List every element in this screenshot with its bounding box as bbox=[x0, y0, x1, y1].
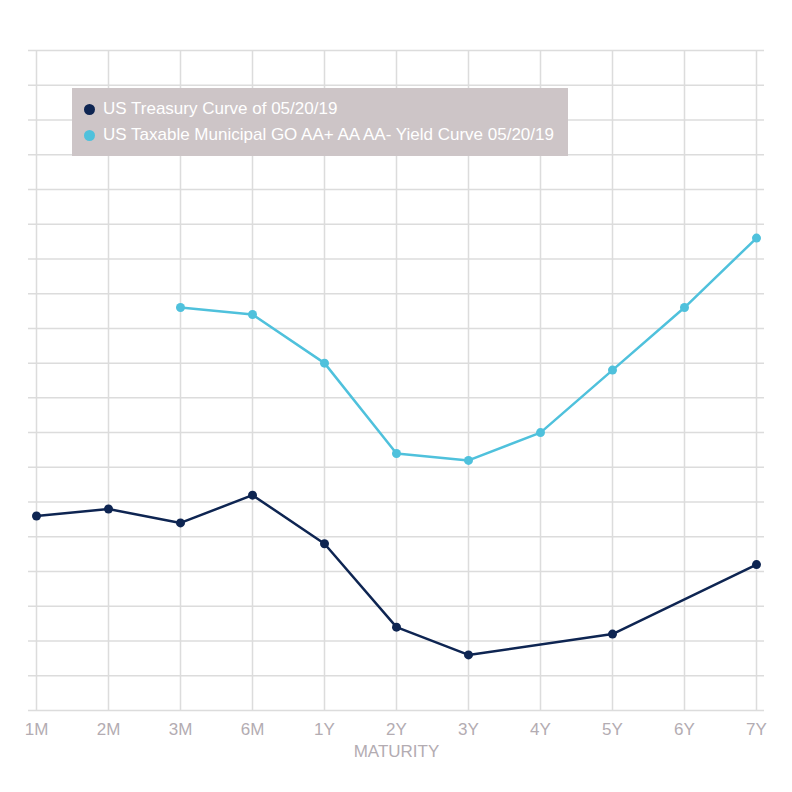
svg-text:2Y: 2Y bbox=[386, 720, 407, 739]
svg-text:1M: 1M bbox=[25, 720, 49, 739]
html-text:US Taxable Municipal GO AA+ AA: US Taxable Municipal GO AA+ AA AA- Yield… bbox=[103, 125, 554, 144]
svg-text:6Y: 6Y bbox=[674, 720, 695, 739]
svg-text:MATURITY: MATURITY bbox=[354, 742, 440, 761]
svg-text:2M: 2M bbox=[97, 720, 121, 739]
svg-text:3Y: 3Y bbox=[458, 720, 479, 739]
svg-text:3M: 3M bbox=[169, 720, 193, 739]
html-text:US Treasury Curve of 05/20/19: US Treasury Curve of 05/20/19 bbox=[103, 99, 338, 118]
svg-text:6M: 6M bbox=[241, 720, 265, 739]
svg-text:7Y: 7Y bbox=[746, 720, 767, 739]
svg-text:5Y: 5Y bbox=[602, 720, 623, 739]
svg-text:4Y: 4Y bbox=[530, 720, 551, 739]
svg-text:1Y: 1Y bbox=[314, 720, 335, 739]
